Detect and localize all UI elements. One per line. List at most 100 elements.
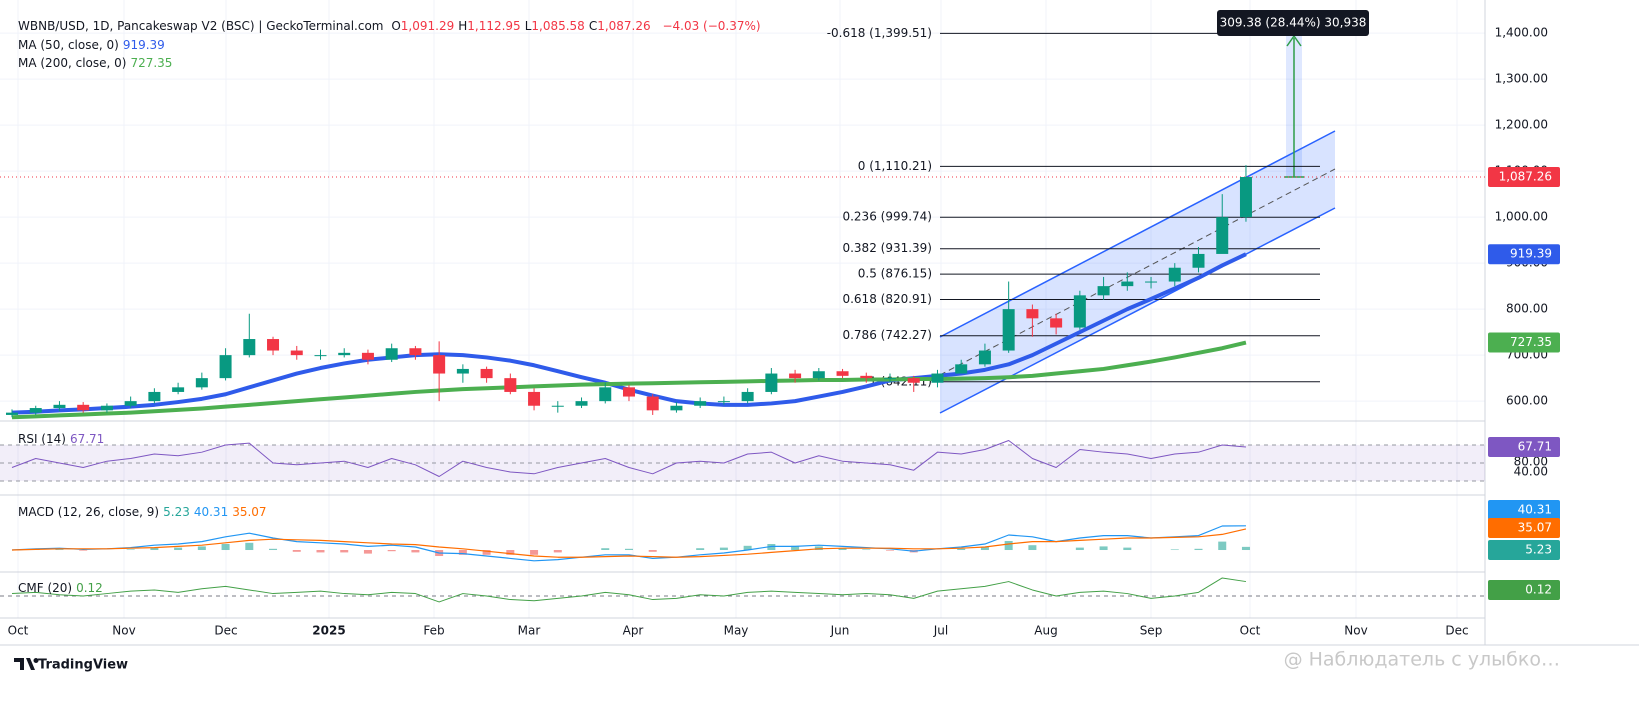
candle-body: [1002, 309, 1015, 351]
x-tick-label: Nov: [112, 624, 135, 638]
macd-histogram-bar: [886, 550, 895, 551]
x-tick-label: Oct: [1240, 624, 1261, 638]
x-tick-label: Jun: [830, 624, 850, 638]
macd-histogram-bar: [553, 550, 562, 553]
candle-body: [622, 387, 635, 397]
x-tick-label: Sep: [1140, 624, 1163, 638]
vertical-grid: [0, 0, 1485, 618]
fib-label: 0.786 (742.27): [842, 328, 932, 342]
candle-body: [385, 348, 398, 360]
price-badge-label: 0.12: [1525, 583, 1552, 597]
candle-body: [955, 364, 968, 374]
macd-histogram-bar: [624, 548, 633, 551]
candle-body: [338, 352, 351, 356]
macd-histogram-bar: [862, 549, 871, 551]
candle-body: [124, 401, 137, 406]
ohlc-value: 1,091.29: [400, 19, 455, 33]
macd-histogram-bar: [316, 550, 325, 553]
candle-body: [551, 405, 564, 407]
ohlc-key: O: [391, 19, 401, 33]
price-badge: [1488, 244, 1560, 265]
fib-label: 0.236 (999.74): [842, 210, 932, 224]
ohlc-value: 1,112.95: [467, 19, 521, 33]
y-tick-label: 800.00: [1506, 302, 1548, 316]
macd-histogram-bar: [838, 548, 847, 551]
price-badge: [1488, 166, 1560, 187]
ohlc-legend: O1,091.29 H1,112.95 L1,085.58 C1,087.26: [391, 19, 654, 33]
brand: TradingView: [38, 658, 128, 673]
candle-body: [1026, 309, 1039, 319]
candle-body: [29, 408, 42, 413]
rsi-tick-label: 40.00: [1514, 465, 1548, 479]
candle-body: [694, 401, 707, 406]
ma-value: 727.35: [130, 56, 173, 70]
cmf-line: [11, 577, 1247, 603]
candle-body: [314, 355, 327, 357]
fib-label: 0.5 (876.15): [858, 267, 932, 281]
rsi-legend: RSI (14) 67.71: [18, 432, 108, 446]
fib-label: 0.618 (820.91): [842, 292, 932, 306]
y-tick-label: 1,400.00: [1495, 26, 1548, 40]
watermark: @ Наблюдатель с улыбко…: [1284, 649, 1560, 671]
symbol-legend: WBNB/USD, 1D, Pancakeswap V2 (BSC) | Gec…: [18, 19, 765, 33]
candle-body: [361, 352, 374, 360]
macd-histogram-bar: [482, 550, 491, 555]
candle-body: [789, 373, 802, 379]
macd-histogram-bar: [245, 542, 254, 551]
cmf-name: CMF (20): [18, 581, 73, 595]
candle-body: [717, 401, 730, 403]
macd-line: [11, 525, 1246, 562]
ohlc-key: H: [458, 19, 468, 33]
x-tick-label: Aug: [1034, 624, 1057, 638]
price-badge: [1488, 518, 1560, 538]
candle-body: [6, 412, 18, 415]
candle-body: [290, 350, 303, 356]
candle-body: [409, 348, 422, 356]
candle-body: [1168, 267, 1181, 282]
ohlc-value: 1,085.58: [531, 19, 585, 33]
macd-histogram-bar: [743, 545, 752, 551]
candle-body: [599, 387, 612, 402]
price-badge: [1488, 580, 1560, 600]
candle-body: [148, 391, 161, 402]
macd-histogram-bar: [814, 546, 823, 551]
candle-body: [172, 387, 185, 392]
y-tick-label: 1,200.00: [1495, 118, 1548, 132]
macd-histogram-bar: [1099, 546, 1108, 551]
measure-label: 309.38 (28.44%) 30,938: [1220, 16, 1367, 30]
fib-label: -0.618 (1,399.51): [827, 26, 932, 40]
candle-body: [646, 396, 659, 411]
macd-value: 40.31: [193, 505, 229, 519]
candle-body: [53, 404, 66, 409]
macd-histogram-bar: [174, 547, 183, 551]
macd-line: [11, 528, 1247, 558]
candle-body: [528, 391, 541, 406]
macd-name: MACD (12, 26, close, 9): [18, 505, 160, 519]
macd-histogram-bar: [1123, 547, 1132, 551]
price-badge-label: 1,087.26: [1499, 169, 1552, 183]
rsi-tick-label: 80.00: [1514, 454, 1548, 468]
macd-histogram-bar: [126, 549, 135, 551]
change: −4.03 (−0.37%): [662, 19, 761, 33]
candle-body: [884, 378, 897, 380]
price-badge-label: 67.71: [1518, 440, 1552, 454]
candle-body: [504, 378, 517, 392]
fib-label: 0 (1,110.21): [858, 159, 932, 173]
candle-body: [812, 371, 825, 379]
y-tick-label: 600.00: [1506, 394, 1548, 408]
price-badge-label: 919.39: [1510, 247, 1552, 261]
x-tick-label: May: [724, 624, 749, 638]
candle-body: [836, 371, 849, 376]
candle-body: [243, 339, 256, 356]
x-tick-label: Dec: [214, 624, 237, 638]
x-tick-label: Jul: [933, 624, 948, 638]
macd-histogram-bar: [150, 547, 159, 551]
ohlc-key: L: [524, 19, 532, 33]
x-tick-label: Mar: [518, 624, 541, 638]
candle-body: [480, 368, 493, 379]
macd-legend: MACD (12, 26, close, 9) 5.23 40.31 35.07: [18, 505, 271, 519]
candle-body: [1097, 286, 1110, 296]
ohlc-value: 1,087.26: [597, 19, 651, 33]
